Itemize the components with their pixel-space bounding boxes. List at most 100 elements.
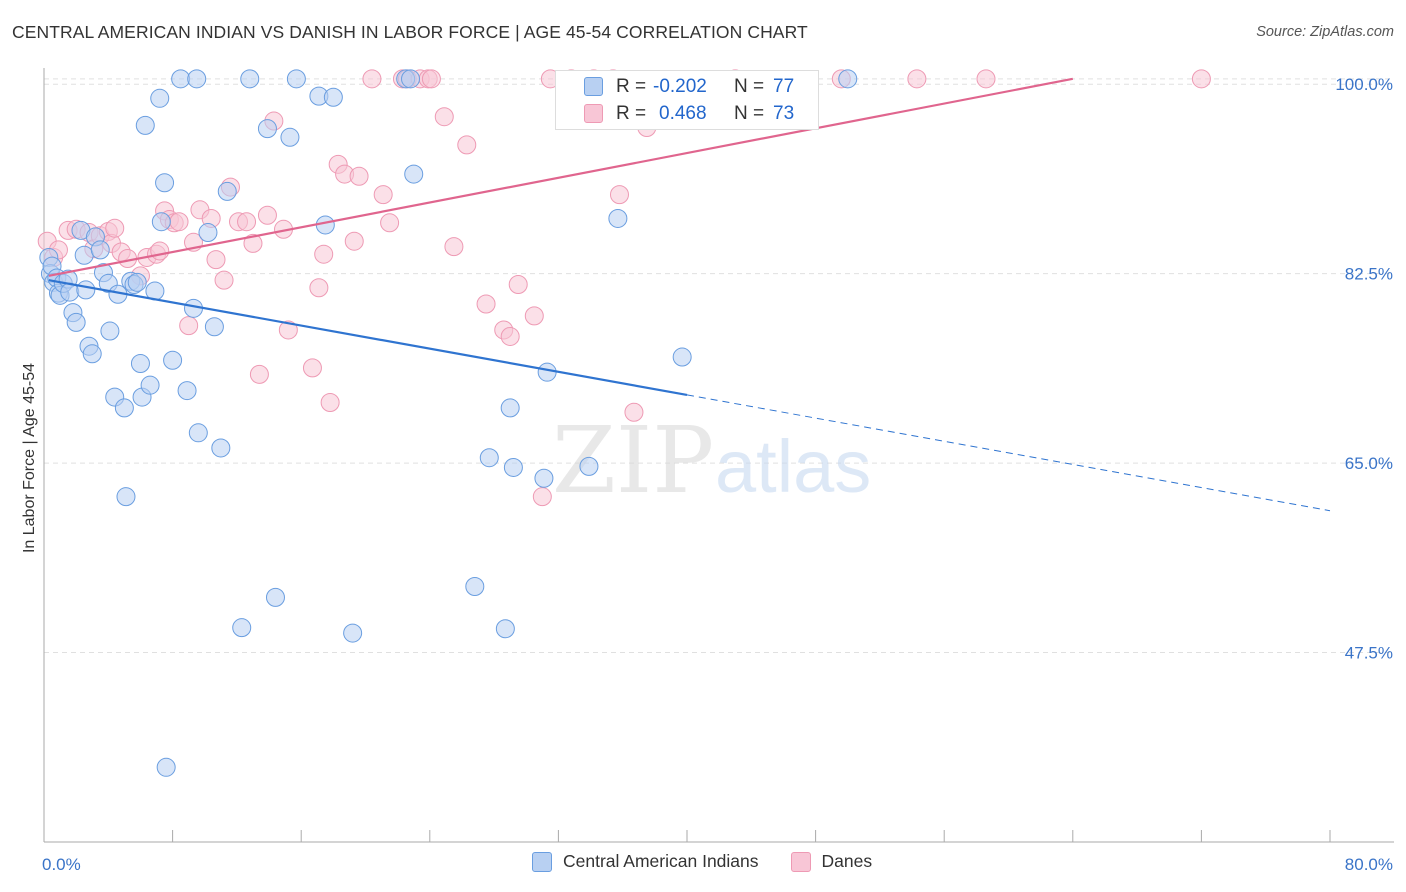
danes-point <box>476 294 496 314</box>
source-label: Source: ZipAtlas.com <box>1256 24 1394 40</box>
n-label: N = <box>734 76 765 97</box>
danes-point <box>105 218 125 238</box>
danes-point <box>532 487 552 507</box>
central-american-indians-point <box>116 487 136 507</box>
central-american-indians-point <box>135 115 155 135</box>
central-american-indians-point <box>401 69 421 89</box>
danes-point <box>257 205 277 225</box>
legend-item-central-american-indians: Central American Indians <box>532 851 759 872</box>
danes-point <box>362 69 382 89</box>
legend-swatch-blue <box>584 77 603 96</box>
central-american-indians-point <box>232 618 252 638</box>
danes-point <box>624 402 644 422</box>
danes-point <box>421 69 441 89</box>
central-american-indians-point <box>537 362 557 382</box>
central-american-indians-point <box>608 208 628 228</box>
danes-point <box>508 275 528 295</box>
central-american-indians-point <box>114 398 134 418</box>
grid-lines <box>44 78 1390 654</box>
stats-legend: R = -0.202 N = 77 R = 0.468 N = 73 <box>555 70 819 130</box>
series-legend: Central American Indians Danes <box>532 851 904 872</box>
central-american-indians-point <box>82 344 102 364</box>
central-american-indians-point <box>155 173 175 193</box>
r-label: R = <box>616 103 647 124</box>
central-american-indians-point <box>211 438 231 458</box>
central-american-indians-point <box>217 181 237 201</box>
danes-point <box>179 316 199 336</box>
tick-labels: 47.5% 65.0% 82.5% 100.0% 0.0% 80.0% <box>42 75 1393 874</box>
danes-point <box>500 326 520 346</box>
central-american-indians-point <box>280 127 300 147</box>
central-american-indians-point <box>534 468 554 488</box>
central-american-indians-point <box>204 317 224 337</box>
danes-point <box>237 212 257 232</box>
central-american-indians-point <box>130 354 150 374</box>
n-value-blue: 77 <box>773 76 795 97</box>
y-axis-label: In Labor Force | Age 45-54 <box>21 362 38 554</box>
r-value-blue: -0.202 <box>653 76 707 97</box>
watermark-atlas: atlas <box>715 425 871 508</box>
central-american-indians-point <box>177 381 197 401</box>
legend-label-central-american-indians: Central American Indians <box>563 851 759 871</box>
danes-point <box>434 107 454 127</box>
central-american-indians-point <box>90 240 110 260</box>
n-label: N = <box>734 103 765 124</box>
central-american-indians-point <box>838 69 858 89</box>
danes-point <box>907 69 927 89</box>
central-american-indians-point <box>343 623 363 643</box>
n-value-pink: 73 <box>773 103 795 124</box>
y-tick-label: 47.5% <box>1345 644 1393 663</box>
central-american-indians-point <box>479 448 499 468</box>
danes-point <box>206 250 226 270</box>
central-american-indians-point <box>156 757 176 777</box>
central-american-indians-point <box>66 312 86 332</box>
x-tick-label-min: 0.0% <box>42 855 81 874</box>
central-american-indians-point <box>150 88 170 108</box>
central-american-indians-point <box>495 619 515 639</box>
danes-point <box>609 185 629 205</box>
legend-item-danes: Danes <box>790 851 873 872</box>
danes-point <box>150 241 170 261</box>
central-american-indians-point <box>503 457 523 477</box>
danes-point <box>444 237 464 257</box>
legend-label-danes: Danes <box>821 851 873 871</box>
central-american-indians-points <box>39 69 858 777</box>
danes-point <box>243 233 263 253</box>
legend-swatch-pink <box>790 851 811 872</box>
central-american-indians-point <box>163 350 183 370</box>
central-american-indians-trend-dashed <box>686 394 1331 512</box>
r-value-pink: 0.468 <box>659 103 707 124</box>
r-label: R = <box>616 76 647 97</box>
central-american-indians-point <box>323 87 343 107</box>
central-american-indians-point <box>465 577 485 597</box>
danes-point <box>380 213 400 233</box>
danes-point <box>249 364 269 384</box>
legend-swatch-pink <box>584 104 603 123</box>
watermark: ZIP atlas <box>552 407 871 514</box>
central-american-indians-point <box>74 245 94 265</box>
central-american-indians-point <box>76 280 96 300</box>
danes-point <box>1191 69 1211 89</box>
danes-point <box>524 306 544 326</box>
central-american-indians-point <box>579 456 599 476</box>
danes-point <box>373 185 393 205</box>
central-american-indians-point <box>188 423 208 443</box>
central-american-indians-point <box>672 347 692 367</box>
central-american-indians-point <box>127 272 147 292</box>
central-american-indians-point <box>171 69 191 89</box>
danes-point <box>169 212 189 232</box>
central-american-indians-point <box>140 375 160 395</box>
y-tick-label: 100.0% <box>1335 75 1393 94</box>
central-american-indians-point <box>500 398 520 418</box>
danes-point <box>457 135 477 155</box>
central-american-indians-point <box>151 212 171 232</box>
x-tick-label-max: 80.0% <box>1345 855 1393 874</box>
danes-point <box>278 320 298 340</box>
central-american-indians-trend-solid <box>48 279 688 397</box>
y-tick-label: 65.0% <box>1345 454 1393 473</box>
danes-point <box>302 358 322 378</box>
central-american-indians-point <box>240 69 260 89</box>
central-american-indians-point <box>265 587 285 607</box>
watermark-zip: ZIP <box>552 407 714 514</box>
